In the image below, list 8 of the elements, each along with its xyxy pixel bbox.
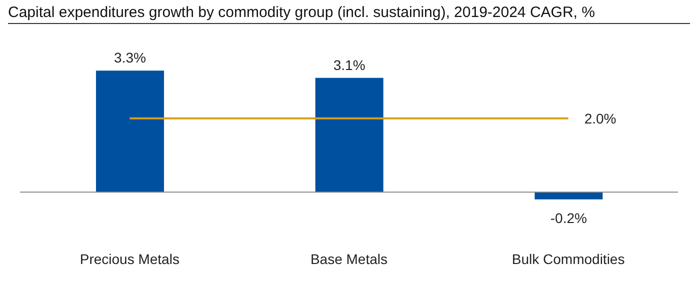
data-label: -0.2%	[550, 210, 587, 226]
data-label: 3.3%	[114, 50, 146, 66]
data-label: 3.1%	[333, 56, 366, 73]
chart-title: Capital expenditures growth by commodity group (incl. sustaining), 2019-2024 CAGR, %	[8, 4, 690, 24]
x-tick-label: Precious Metals	[80, 250, 180, 267]
x-tick-label: Base Metals	[310, 250, 388, 267]
ref-line-label: 2.0%	[584, 110, 616, 126]
x-tick-label: Bulk Commodities	[512, 250, 625, 267]
